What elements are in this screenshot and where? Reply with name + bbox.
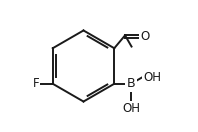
Text: OH: OH [143, 71, 161, 84]
Text: O: O [140, 30, 149, 43]
Text: F: F [32, 77, 39, 90]
Text: OH: OH [122, 102, 140, 115]
Text: B: B [127, 77, 135, 90]
